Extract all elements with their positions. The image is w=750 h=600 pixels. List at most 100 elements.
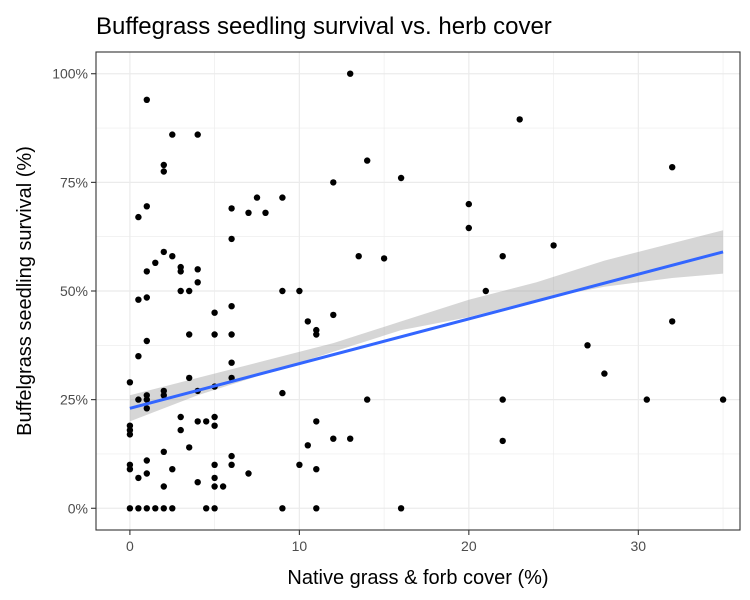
data-point	[228, 452, 235, 460]
y-tick-label: 75%	[60, 174, 88, 190]
data-point	[143, 268, 150, 275]
data-point	[203, 505, 210, 512]
data-point	[262, 209, 269, 216]
data-point	[126, 466, 134, 473]
data-point	[584, 342, 591, 349]
data-point	[228, 461, 235, 468]
data-point	[499, 437, 506, 445]
data-point	[364, 157, 371, 164]
data-point	[160, 392, 167, 399]
data-point	[186, 287, 193, 295]
data-point	[228, 303, 235, 310]
data-point	[313, 326, 320, 334]
y-axis-ticks: 0% 25% 50% 75% 100%	[52, 66, 96, 516]
x-tick-label: 10	[292, 538, 308, 554]
data-point	[203, 418, 210, 425]
data-point	[304, 442, 311, 449]
data-point	[245, 209, 252, 216]
data-point	[228, 235, 235, 243]
data-point	[211, 474, 218, 482]
data-point	[397, 174, 405, 182]
data-point	[719, 396, 727, 403]
data-point	[135, 353, 142, 360]
data-point	[355, 253, 362, 260]
data-point	[465, 224, 472, 232]
data-point	[211, 422, 218, 429]
data-point	[126, 505, 134, 512]
data-point	[279, 505, 286, 512]
data-point	[601, 370, 608, 377]
data-point	[499, 396, 506, 403]
data-point	[211, 413, 218, 421]
data-point	[516, 116, 523, 123]
data-point	[126, 461, 134, 468]
y-tick-label: 100%	[52, 66, 88, 82]
data-point	[228, 374, 235, 382]
data-point	[211, 331, 218, 338]
data-point	[380, 255, 388, 262]
data-point	[669, 164, 676, 171]
data-point	[194, 131, 201, 138]
data-point	[160, 387, 167, 395]
chart-title: Buffegrass seedling survival vs. herb co…	[96, 13, 552, 40]
data-point	[253, 194, 261, 201]
trend-line	[129, 250, 724, 410]
data-point	[143, 96, 150, 104]
data-point	[169, 505, 176, 512]
data-point	[169, 253, 176, 260]
data-point	[313, 331, 320, 338]
data-point	[228, 205, 235, 212]
data-point	[211, 461, 218, 468]
data-point	[279, 287, 286, 295]
data-point	[643, 396, 650, 403]
x-axis-ticks: 0 10 20 30	[126, 530, 646, 554]
data-point	[347, 70, 354, 77]
data-point	[169, 466, 176, 473]
data-point	[228, 359, 235, 366]
data-point	[177, 287, 184, 295]
data-point	[279, 389, 286, 397]
data-point	[186, 444, 193, 451]
data-point	[219, 483, 227, 490]
data-point	[194, 479, 201, 486]
y-axis-title: Buffelgrass seedling survival (%)	[14, 146, 36, 436]
data-point	[160, 248, 167, 256]
y-tick-label: 50%	[60, 283, 88, 299]
data-point	[143, 203, 150, 210]
data-point	[330, 179, 337, 186]
data-point	[313, 418, 320, 425]
data-point	[143, 294, 150, 301]
data-point	[669, 318, 676, 325]
data-point	[482, 287, 489, 295]
data-point	[313, 466, 320, 473]
data-point	[135, 213, 142, 221]
plot-panel	[95, 51, 741, 531]
data-point	[177, 268, 184, 275]
data-point	[160, 448, 167, 455]
data-point	[143, 457, 150, 464]
data-point	[364, 396, 371, 403]
data-point	[135, 396, 142, 403]
data-point	[169, 131, 176, 138]
data-point	[126, 422, 134, 429]
x-tick-label: 30	[631, 538, 647, 554]
data-point	[160, 483, 167, 490]
data-point	[211, 483, 218, 490]
data-point	[313, 505, 320, 512]
data-point	[143, 405, 150, 412]
data-point	[135, 296, 142, 303]
data-point	[143, 470, 150, 477]
data-point	[245, 470, 252, 477]
data-point	[211, 309, 218, 316]
data-point	[304, 318, 311, 325]
data-point	[279, 194, 286, 201]
data-point	[160, 168, 167, 175]
data-point	[126, 379, 134, 386]
data-point	[228, 331, 235, 338]
data-point	[177, 413, 184, 421]
data-point	[160, 161, 167, 169]
y-tick-label: 0%	[68, 500, 88, 516]
x-tick-label: 20	[461, 538, 477, 554]
data-point	[194, 418, 201, 425]
x-axis-title: Native grass & forb cover (%)	[287, 567, 548, 589]
